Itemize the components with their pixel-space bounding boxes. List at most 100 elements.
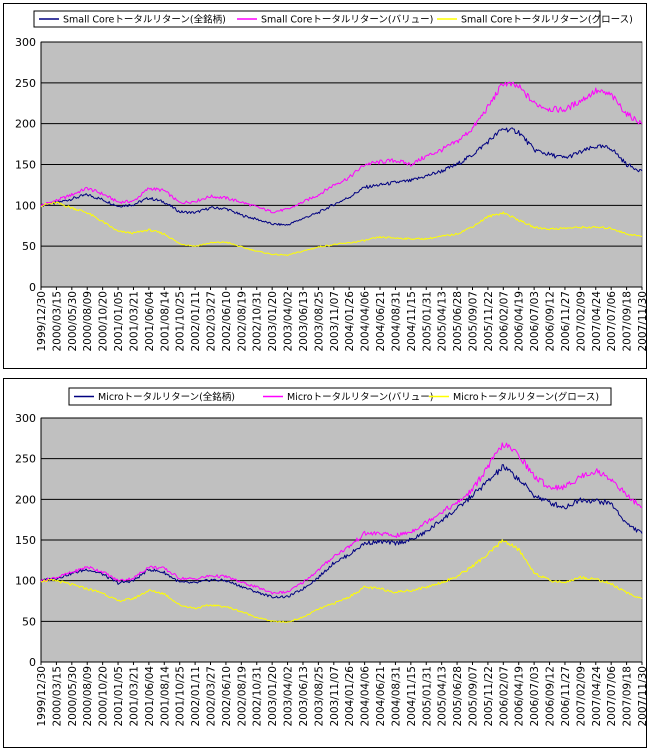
x-tick-label: 2006/11/27: [560, 666, 572, 727]
y-tick-label: 0: [29, 656, 36, 669]
legend-label: Microトータルリターン(全銘柄): [98, 391, 235, 403]
series-line: [40, 81, 643, 214]
x-tick-label: 2004/04/06: [360, 666, 372, 727]
x-tick-label: 2007/04/24: [591, 291, 603, 352]
x-tick-label: 2001/06/04: [144, 291, 156, 352]
x-tick-label: 2003/06/13: [298, 291, 310, 352]
legend-label: Small Coreトータルリターン(バリュー): [261, 15, 433, 26]
x-tick-label: 2007/02/09: [575, 291, 587, 352]
x-tick-label: 2001/06/04: [144, 666, 156, 727]
x-tick-label: 2004/06/21: [375, 291, 387, 352]
y-tick-label: 200: [15, 118, 36, 131]
x-tick-label: 2006/02/07: [498, 291, 510, 352]
x-tick-label: 2006/09/12: [545, 291, 557, 352]
x-tick-label: 2001/10/25: [175, 666, 187, 727]
x-tick-label: 2005/11/22: [483, 666, 495, 727]
x-tick-label: 2000/08/09: [82, 666, 94, 727]
series-line: [40, 201, 643, 257]
x-tick-label: 2001/01/05: [113, 291, 125, 352]
x-tick-label: 2007/09/18: [622, 666, 634, 727]
x-tick-label: 2000/10/20: [98, 291, 110, 352]
x-tick-label: 2004/11/15: [406, 291, 418, 352]
x-tick-label: 2002/08/19: [236, 291, 248, 352]
x-tick-label: 2003/06/13: [298, 666, 310, 727]
y-tick-label: 300: [15, 412, 36, 425]
x-tick-label: 2003/11/07: [329, 666, 341, 727]
x-tick-label: 2003/08/25: [313, 666, 325, 727]
legend: [68, 387, 612, 406]
x-tick-label: 2004/08/31: [390, 291, 402, 352]
y-tick-label: 250: [15, 77, 36, 90]
y-tick-label: 50: [22, 615, 36, 628]
x-tick-label: 2001/03/21: [128, 666, 140, 727]
legend-label: Microトータルリターン(グロース): [453, 391, 599, 403]
x-tick-label: 2001/01/05: [113, 666, 125, 727]
chart-panel-micro: 0 50 100 150 200 250 300 1999/12/30 2000/03/15 20…: [3, 378, 647, 748]
x-tick-label: 2001/10/25: [175, 291, 187, 352]
x-tick-label: 2003/01/20: [267, 291, 279, 352]
small-core-chart: 0 50 100 150 200 250 300 1999/12/30 2000/03/15 20…: [15, 10, 646, 352]
series-line: [40, 127, 643, 226]
x-tick-label: 2007/09/18: [622, 291, 634, 352]
x-tick-label: 2003/01/20: [267, 666, 279, 727]
x-tick-label: 2005/04/13: [437, 666, 449, 727]
legend-label: Small Coreトータルリターン(グロース): [461, 14, 633, 26]
x-tick-label: 2000/03/15: [51, 291, 63, 352]
x-tick-label: 2000/08/09: [82, 291, 94, 352]
x-tick-label: 2000/10/20: [98, 666, 110, 727]
y-tick-label: 250: [15, 453, 36, 466]
y-tick-label: 50: [22, 240, 36, 253]
x-tick-label: 2002/03/27: [206, 666, 218, 727]
x-tick-label: 2002/08/19: [236, 666, 248, 727]
x-tick-label: 2004/08/31: [390, 666, 402, 727]
x-tick-label: 2002/10/31: [252, 666, 264, 727]
x-tick-label: 2006/04/19: [514, 666, 526, 727]
x-tick-label: 2005/01/31: [421, 291, 433, 352]
x-tick-label: 2005/01/31: [421, 666, 433, 727]
x-tick-label: 2007/02/09: [575, 666, 587, 727]
x-tick-label: 2004/04/06: [360, 291, 372, 352]
series-line: [40, 539, 643, 623]
x-tick-label: 2007/11/30: [637, 291, 646, 352]
x-tick-label: 2002/03/27: [206, 291, 218, 352]
x-tick-label: 2002/01/11: [190, 291, 202, 352]
x-tick-label: 2004/06/21: [375, 666, 387, 727]
y-tick-label: 100: [15, 575, 36, 588]
x-tick-label: 2004/01/26: [344, 291, 356, 352]
y-tick-label: 100: [15, 199, 36, 212]
legend: [33, 10, 601, 28]
x-tick-label: 2007/07/06: [606, 666, 618, 727]
x-tick-label: 2007/11/30: [637, 666, 646, 727]
x-tick-label: 2003/08/25: [313, 291, 325, 352]
x-tick-label: 2006/02/07: [498, 666, 510, 727]
x-tick-label: 2000/03/15: [51, 666, 63, 727]
x-tick-label: 2003/04/02: [283, 666, 295, 727]
x-tick-label: 2007/04/24: [591, 666, 603, 727]
x-tick-label: 2005/06/28: [452, 666, 464, 727]
x-tick-label: 2005/06/28: [452, 291, 464, 352]
x-tick-label: 2004/11/15: [406, 666, 418, 727]
y-tick-label: 300: [15, 36, 36, 49]
micro-chart: 0 50 100 150 200 250 300 1999/12/30 2000/03/15 20…: [15, 387, 646, 727]
series-line: [40, 442, 643, 595]
x-tick-label: 2002/10/31: [252, 291, 264, 352]
x-tick-label: 2000/05/30: [67, 666, 79, 727]
x-tick-label: 2006/11/27: [560, 291, 572, 352]
legend-label: Microトータルリターン(バリュー): [287, 392, 434, 403]
x-tick-label: 2006/07/03: [529, 291, 541, 352]
x-tick-label: 2001/03/21: [128, 291, 140, 352]
x-tick-label: 1999/12/30: [36, 291, 48, 352]
y-tick-label: 200: [15, 493, 36, 506]
x-tick-label: 2005/09/07: [467, 666, 479, 727]
y-tick-label: 150: [15, 159, 36, 172]
x-tick-label: 2001/08/14: [159, 291, 171, 352]
x-tick-label: 2000/05/30: [67, 291, 79, 352]
x-tick-label: 2003/04/02: [283, 291, 295, 352]
x-tick-label: 2005/11/22: [483, 291, 495, 352]
x-tick-label: 2005/04/13: [437, 291, 449, 352]
x-tick-label: 2003/11/07: [329, 291, 341, 352]
x-tick-label: 2002/06/10: [221, 666, 233, 727]
x-tick-label: 1999/12/30: [36, 666, 48, 727]
y-tick-label: 0: [29, 281, 36, 294]
x-tick-label: 2001/08/14: [159, 666, 171, 727]
